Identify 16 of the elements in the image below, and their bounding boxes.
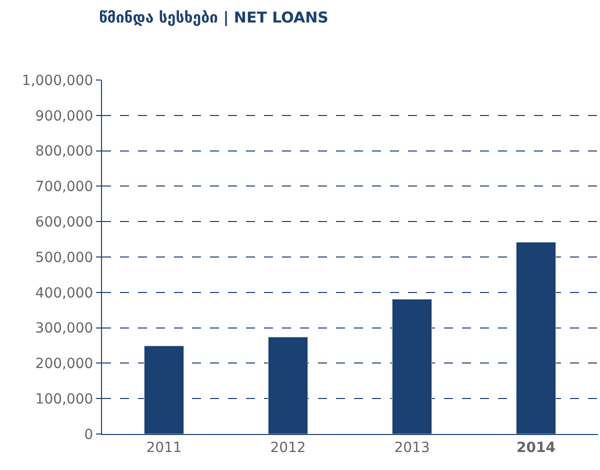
x-tick-label: 2011 xyxy=(146,440,182,456)
chart-title: წმინდა სესხები | NET LOANS xyxy=(99,8,328,26)
x-tick-label: 2014 xyxy=(516,440,556,456)
y-tick-label: 600,000 xyxy=(35,214,94,230)
y-tick-label: 1,000,000 xyxy=(22,72,94,89)
y-tick-label: 300,000 xyxy=(35,320,94,337)
y-tick-label: 900,000 xyxy=(35,108,94,124)
x-tick-label: 2013 xyxy=(394,440,430,456)
x-tick-label: 2012 xyxy=(270,440,306,456)
y-tick-label: 700,000 xyxy=(35,179,94,196)
y-tick-label: 800,000 xyxy=(35,144,94,160)
y-tick-label: 200,000 xyxy=(35,356,94,372)
y-tick-label: 0 xyxy=(84,426,94,443)
y-tick-label: 100,000 xyxy=(35,392,94,408)
y-tick-label: 500,000 xyxy=(35,250,94,266)
y-tick-label: 400,000 xyxy=(35,285,94,302)
